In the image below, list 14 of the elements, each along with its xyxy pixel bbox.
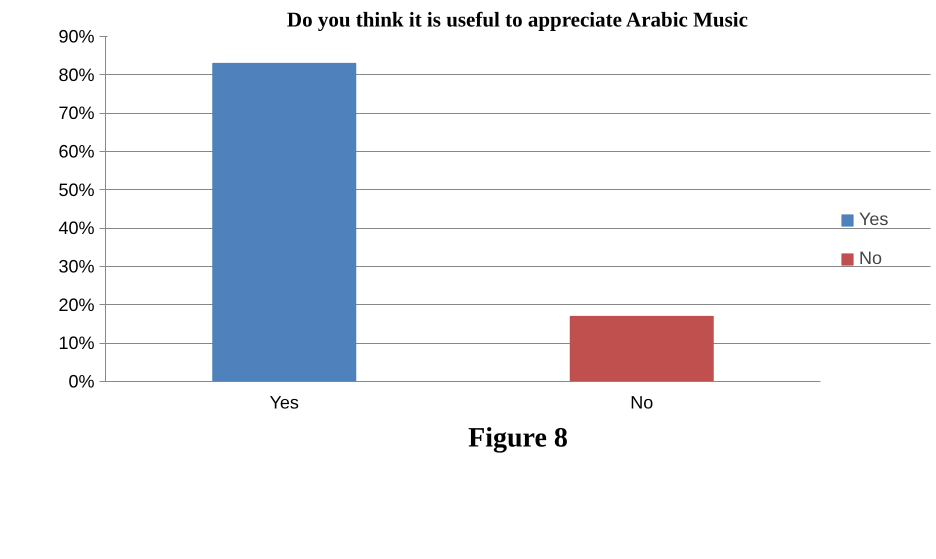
y-tick-label: 0% <box>68 372 94 392</box>
y-tick-label: 10% <box>58 333 95 354</box>
legend-label: Yes <box>859 209 888 230</box>
y-tick-label: 60% <box>58 142 95 162</box>
y-tick-label: 40% <box>58 218 95 238</box>
y-tick-label: 30% <box>58 256 95 276</box>
y-tick-label: 70% <box>58 103 95 124</box>
y-tick-label: 80% <box>58 64 95 85</box>
caption: Figure 8 <box>468 422 568 454</box>
y-tick-label: 20% <box>58 294 95 315</box>
y-tick-label: 90% <box>58 26 95 46</box>
legend-label: No <box>859 248 882 269</box>
y-tick-label: 50% <box>58 180 95 200</box>
chart-title: Do you think it is useful to appreciate Arabic Music <box>286 8 748 32</box>
